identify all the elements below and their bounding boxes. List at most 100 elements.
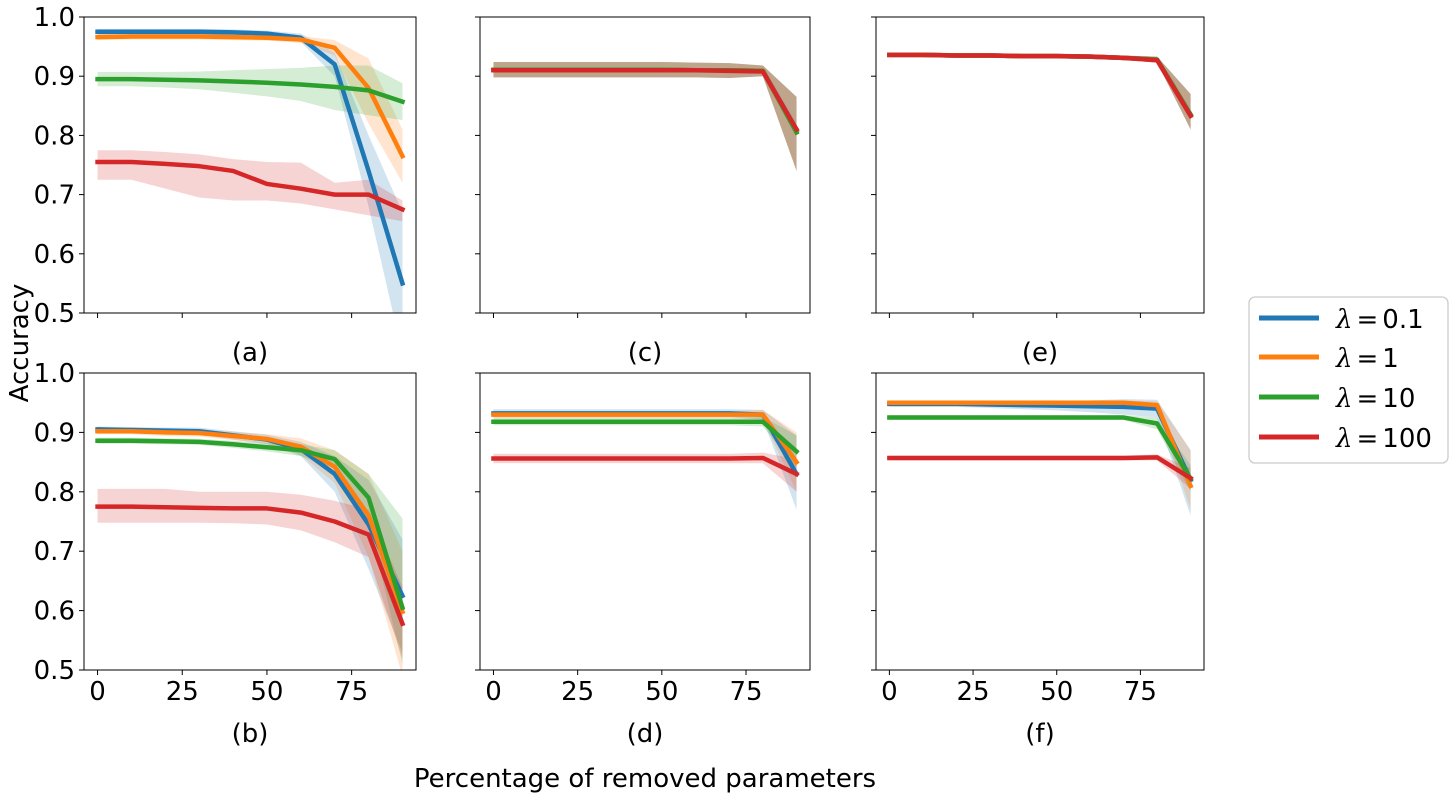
band-lambda_1 bbox=[97, 428, 403, 670]
panel-label: (e) bbox=[1022, 338, 1058, 368]
y-tick-label: 0.8 bbox=[34, 121, 75, 151]
axes-frame bbox=[479, 372, 811, 671]
legend-lambda-symbol: λ bbox=[1335, 305, 1352, 335]
plot-area bbox=[95, 426, 406, 670]
legend-equals: = bbox=[1356, 344, 1378, 374]
panel-label: (d) bbox=[627, 719, 664, 749]
line-lambda_1 bbox=[491, 67, 800, 134]
line-lambda_1 bbox=[491, 412, 800, 466]
legend-value: 1 bbox=[1382, 344, 1399, 374]
x-tick-label: 50 bbox=[1040, 677, 1073, 707]
line-lambda_1 bbox=[887, 52, 1194, 118]
y-tick-label: 0.6 bbox=[34, 240, 75, 270]
axes-frame bbox=[875, 372, 1205, 671]
plot-area bbox=[491, 61, 800, 171]
plot-area bbox=[491, 409, 800, 510]
panels-group: 0.5 0.6 0.7 0.8 0.9 1.0 (a) 0 25 50 75 0.5 0.6 0.7 0.8… bbox=[34, 3, 1205, 749]
legend-label: λ = 1 bbox=[1335, 344, 1399, 374]
y-axis-label: Accuracy bbox=[5, 284, 35, 403]
line-lambda_10 bbox=[95, 438, 406, 611]
axes-frame bbox=[83, 16, 417, 314]
band-lambda_10 bbox=[889, 415, 1191, 492]
line-lambda_0.1 bbox=[95, 29, 406, 287]
x-tick-label: 0 bbox=[881, 677, 898, 707]
legend-lambda-symbol: λ bbox=[1335, 384, 1352, 414]
y-tick-label: 1.0 bbox=[34, 3, 75, 33]
axes-frame bbox=[479, 16, 811, 314]
line-lambda_10 bbox=[887, 52, 1194, 118]
legend-value: 0.1 bbox=[1382, 305, 1423, 335]
plot-area bbox=[887, 52, 1194, 130]
x-tick-label: 0 bbox=[485, 677, 502, 707]
y-tick-label: 0.6 bbox=[34, 597, 75, 627]
line-lambda_0.1 bbox=[491, 67, 800, 133]
line-lambda_10 bbox=[491, 67, 800, 136]
legend-equals: = bbox=[1356, 384, 1378, 414]
axes-frame bbox=[83, 372, 417, 671]
panel-a: 0.5 0.6 0.7 0.8 0.9 1.0 (a) bbox=[34, 3, 417, 368]
x-tick-label: 25 bbox=[166, 677, 199, 707]
line-lambda_100 bbox=[887, 455, 1194, 482]
line-lambda_1 bbox=[95, 34, 406, 160]
x-tick-label: 75 bbox=[335, 677, 368, 707]
legend-lambda-symbol: λ bbox=[1335, 344, 1352, 374]
line-lambda_1 bbox=[95, 428, 406, 615]
x-axis-label: Percentage of removed parameters bbox=[414, 764, 876, 794]
x-tick-label: 50 bbox=[250, 677, 283, 707]
band-lambda_100 bbox=[889, 52, 1191, 130]
line-lambda_100 bbox=[95, 504, 406, 627]
axes-frame bbox=[875, 16, 1205, 314]
panel-c: (c) bbox=[475, 16, 811, 368]
y-tick-label: 0.7 bbox=[34, 537, 75, 567]
panel-label: (c) bbox=[628, 338, 663, 368]
legend-label: λ = 0.1 bbox=[1335, 305, 1424, 335]
panel-d: 0 25 50 75 (d) bbox=[475, 372, 811, 749]
legend-label: λ = 100 bbox=[1335, 424, 1432, 454]
line-lambda_100 bbox=[887, 52, 1194, 119]
line-lambda_100 bbox=[95, 159, 406, 213]
legend-entry-lambda-0.1: λ = 0.1 bbox=[1259, 305, 1424, 335]
legend-equals: = bbox=[1356, 305, 1378, 335]
line-lambda_100 bbox=[491, 68, 800, 133]
legend-lambda-symbol: λ bbox=[1335, 424, 1352, 454]
y-tick-label: 0.5 bbox=[34, 656, 75, 686]
legend-entry-lambda-100: λ = 100 bbox=[1259, 424, 1432, 454]
y-tick-label: 0.5 bbox=[34, 299, 75, 329]
band-lambda_0.1 bbox=[889, 52, 1191, 130]
plot-area bbox=[95, 28, 406, 313]
panel-label: (b) bbox=[232, 719, 269, 749]
panel-b: 0 25 50 75 0.5 0.6 0.7 0.8 0.9 1.0 (b) bbox=[34, 359, 417, 749]
legend-entry-lambda-10: λ = 10 bbox=[1259, 384, 1415, 414]
band-lambda_0.1 bbox=[493, 61, 797, 171]
band-lambda_100 bbox=[493, 452, 797, 492]
band-lambda_100 bbox=[97, 488, 403, 659]
y-tick-label: 0.8 bbox=[34, 478, 75, 508]
line-lambda_10 bbox=[491, 419, 800, 455]
panel-e: (e) bbox=[871, 16, 1205, 368]
legend-label: λ = 10 bbox=[1335, 384, 1415, 414]
x-tick-label: 75 bbox=[729, 677, 762, 707]
legend-value: 10 bbox=[1382, 384, 1415, 414]
y-tick-label: 0.9 bbox=[34, 62, 75, 92]
panel-label: (a) bbox=[232, 338, 268, 368]
panel-f: 0 25 50 75 (f) bbox=[871, 372, 1205, 749]
legend: λ = 0.1 λ = 1 λ = 10 λ = 100 bbox=[1248, 296, 1449, 464]
band-lambda_0.1 bbox=[97, 426, 403, 653]
band-lambda_1 bbox=[889, 52, 1191, 130]
x-tick-label: 0 bbox=[89, 677, 106, 707]
legend-entry-lambda-1: λ = 1 bbox=[1259, 344, 1399, 374]
band-lambda_100 bbox=[97, 150, 403, 222]
band-lambda_10 bbox=[493, 61, 797, 171]
y-tick-label: 0.9 bbox=[34, 418, 75, 448]
legend-value: 100 bbox=[1382, 424, 1432, 454]
line-lambda_10 bbox=[95, 76, 406, 105]
legend-frame bbox=[1248, 296, 1449, 464]
line-lambda_0.1 bbox=[887, 52, 1194, 118]
line-lambda_10 bbox=[887, 415, 1194, 482]
x-tick-label: 25 bbox=[957, 677, 990, 707]
line-lambda_1 bbox=[887, 400, 1194, 489]
x-tick-label: 50 bbox=[645, 677, 678, 707]
legend-equals: = bbox=[1356, 424, 1378, 454]
x-tick-label: 25 bbox=[561, 677, 594, 707]
